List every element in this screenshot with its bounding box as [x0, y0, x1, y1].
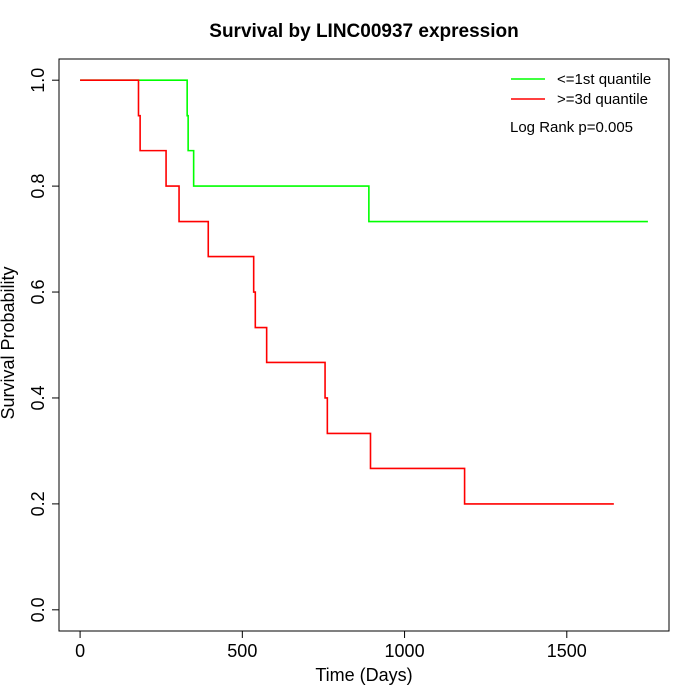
y-tick-label: 0.4: [28, 385, 48, 410]
y-tick-label: 0.6: [28, 280, 48, 305]
y-tick-label: 0.2: [28, 491, 48, 516]
x-axis-label: Time (Days): [315, 665, 412, 685]
log-rank-annotation: Log Rank p=0.005: [510, 119, 633, 136]
x-axis: 0 500 1000 1500: [75, 631, 587, 661]
y-tick-label: 0.0: [28, 597, 48, 622]
x-tick-label: 500: [227, 641, 257, 661]
y-tick-label: 0.8: [28, 174, 48, 199]
plot-frame: [58, 58, 670, 632]
y-tick-label: 1.0: [28, 68, 48, 93]
legend-label-0: <=1st quantile: [557, 71, 651, 88]
legend: <=1st quantile >=3d quantile: [511, 71, 651, 108]
series-line-1: [80, 79, 614, 505]
series-layer: [80, 79, 648, 505]
x-tick-label: 1500: [547, 641, 587, 661]
x-tick-label: 1000: [385, 641, 425, 661]
series-line-0: [80, 79, 648, 223]
y-axis-label: Survival Probability: [0, 266, 18, 419]
x-tick-label: 0: [75, 641, 85, 661]
chart-title: Survival by LINC00937 expression: [209, 21, 518, 42]
y-axis: 0.0 0.2 0.4 0.6 0.8 1.0: [28, 68, 59, 622]
legend-label-1: >=3d quantile: [557, 91, 648, 108]
